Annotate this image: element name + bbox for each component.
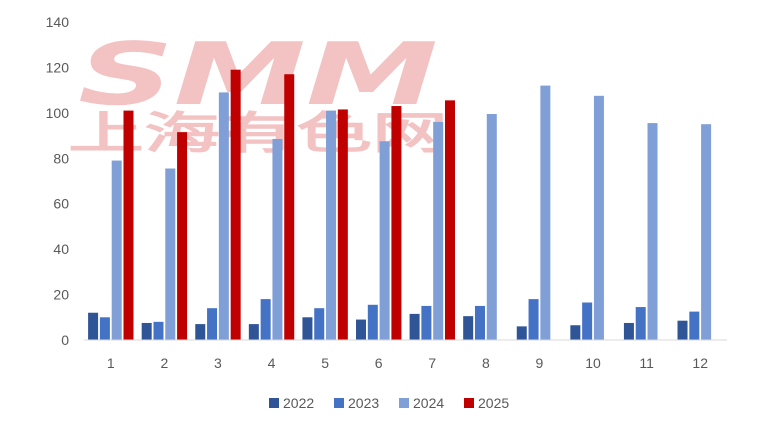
bar-2022-9 [516,326,527,340]
y-tick-label: 40 [53,241,69,257]
x-tick-label: 5 [321,355,329,371]
bar-2022-10 [570,325,581,340]
legend-label: 2022 [283,395,314,411]
bar-2022-3 [195,324,206,340]
x-tick-label: 3 [214,355,222,371]
y-tick-label: 60 [53,196,69,212]
y-tick-label: 80 [53,150,69,166]
legend-swatch-2024 [399,398,409,408]
x-tick-label: 10 [585,355,601,371]
bar-2022-6 [356,319,367,340]
bar-2022-8 [463,316,474,340]
legend-swatch-2022 [269,398,279,408]
bar-2023-5 [314,308,325,340]
y-tick-label: 100 [46,105,70,121]
bar-2024-12 [701,124,712,341]
bar-2024-10 [593,95,604,340]
bar-2022-5 [302,317,313,340]
x-tick-label: 6 [375,355,383,371]
bar-2023-9 [528,299,539,340]
bar-2022-12 [677,320,688,340]
legend-label: 2023 [348,395,379,411]
bar-2024-9 [540,85,551,340]
bar-2023-12 [689,311,700,340]
bar-2024-1 [111,160,122,340]
bar-2025-6 [391,106,402,340]
x-tick-label: 2 [160,355,168,371]
bar-2024-11 [647,123,658,340]
bar-2023-8 [474,305,485,340]
x-tick-label: 9 [536,355,544,371]
bar-2024-7 [433,121,444,340]
watermark-brand: SMM [78,25,438,125]
bar-2024-6 [379,141,390,340]
y-tick-label: 0 [61,332,69,348]
x-tick-label: 8 [482,355,490,371]
y-tick-label: 120 [46,59,70,75]
legend-label: 2024 [413,395,444,411]
y-tick-label: 20 [53,287,69,303]
bar-2025-4 [284,74,295,341]
bar-2022-2 [141,322,152,340]
x-tick-label: 7 [428,355,436,371]
bar-2022-7 [409,313,420,340]
x-axis: 1 2 3 4 5 6 7 8 9 10 11 12 [107,355,708,371]
bar-2022-11 [623,322,634,340]
bar-2025-3 [230,69,241,340]
bar-2023-4 [260,299,271,340]
bar-2024-3 [218,92,229,340]
bar-2025-7 [444,100,455,340]
x-tick-label: 12 [692,355,708,371]
bar-2023-10 [582,302,593,340]
bar-2023-1 [99,317,110,340]
bar-2023-3 [207,308,218,340]
bar-2025-5 [337,109,348,340]
y-tick-label: 140 [46,14,70,30]
bar-2024-4 [272,138,283,340]
legend-label: 2025 [478,395,509,411]
legend-swatch-2023 [334,398,344,408]
x-tick-label: 11 [639,355,654,371]
bar-2024-2 [165,168,176,340]
bar-2023-2 [153,321,164,340]
x-tick-label: 4 [268,355,276,371]
bar-2023-6 [367,304,378,340]
legend: 2022 2023 2024 2025 [269,395,509,411]
bars [88,69,712,341]
bar-2025-1 [123,110,134,340]
bar-2024-5 [326,110,337,340]
legend-swatch-2025 [464,398,474,408]
bar-2022-4 [248,324,259,340]
x-tick-label: 1 [107,355,115,371]
bar-2023-7 [421,305,432,340]
y-axis: 0 20 40 60 80 100 120 140 [46,14,70,348]
bar-2024-8 [486,113,497,341]
bar-2022-1 [88,312,99,340]
bar-2023-11 [635,307,646,340]
bar-2025-2 [177,132,188,340]
